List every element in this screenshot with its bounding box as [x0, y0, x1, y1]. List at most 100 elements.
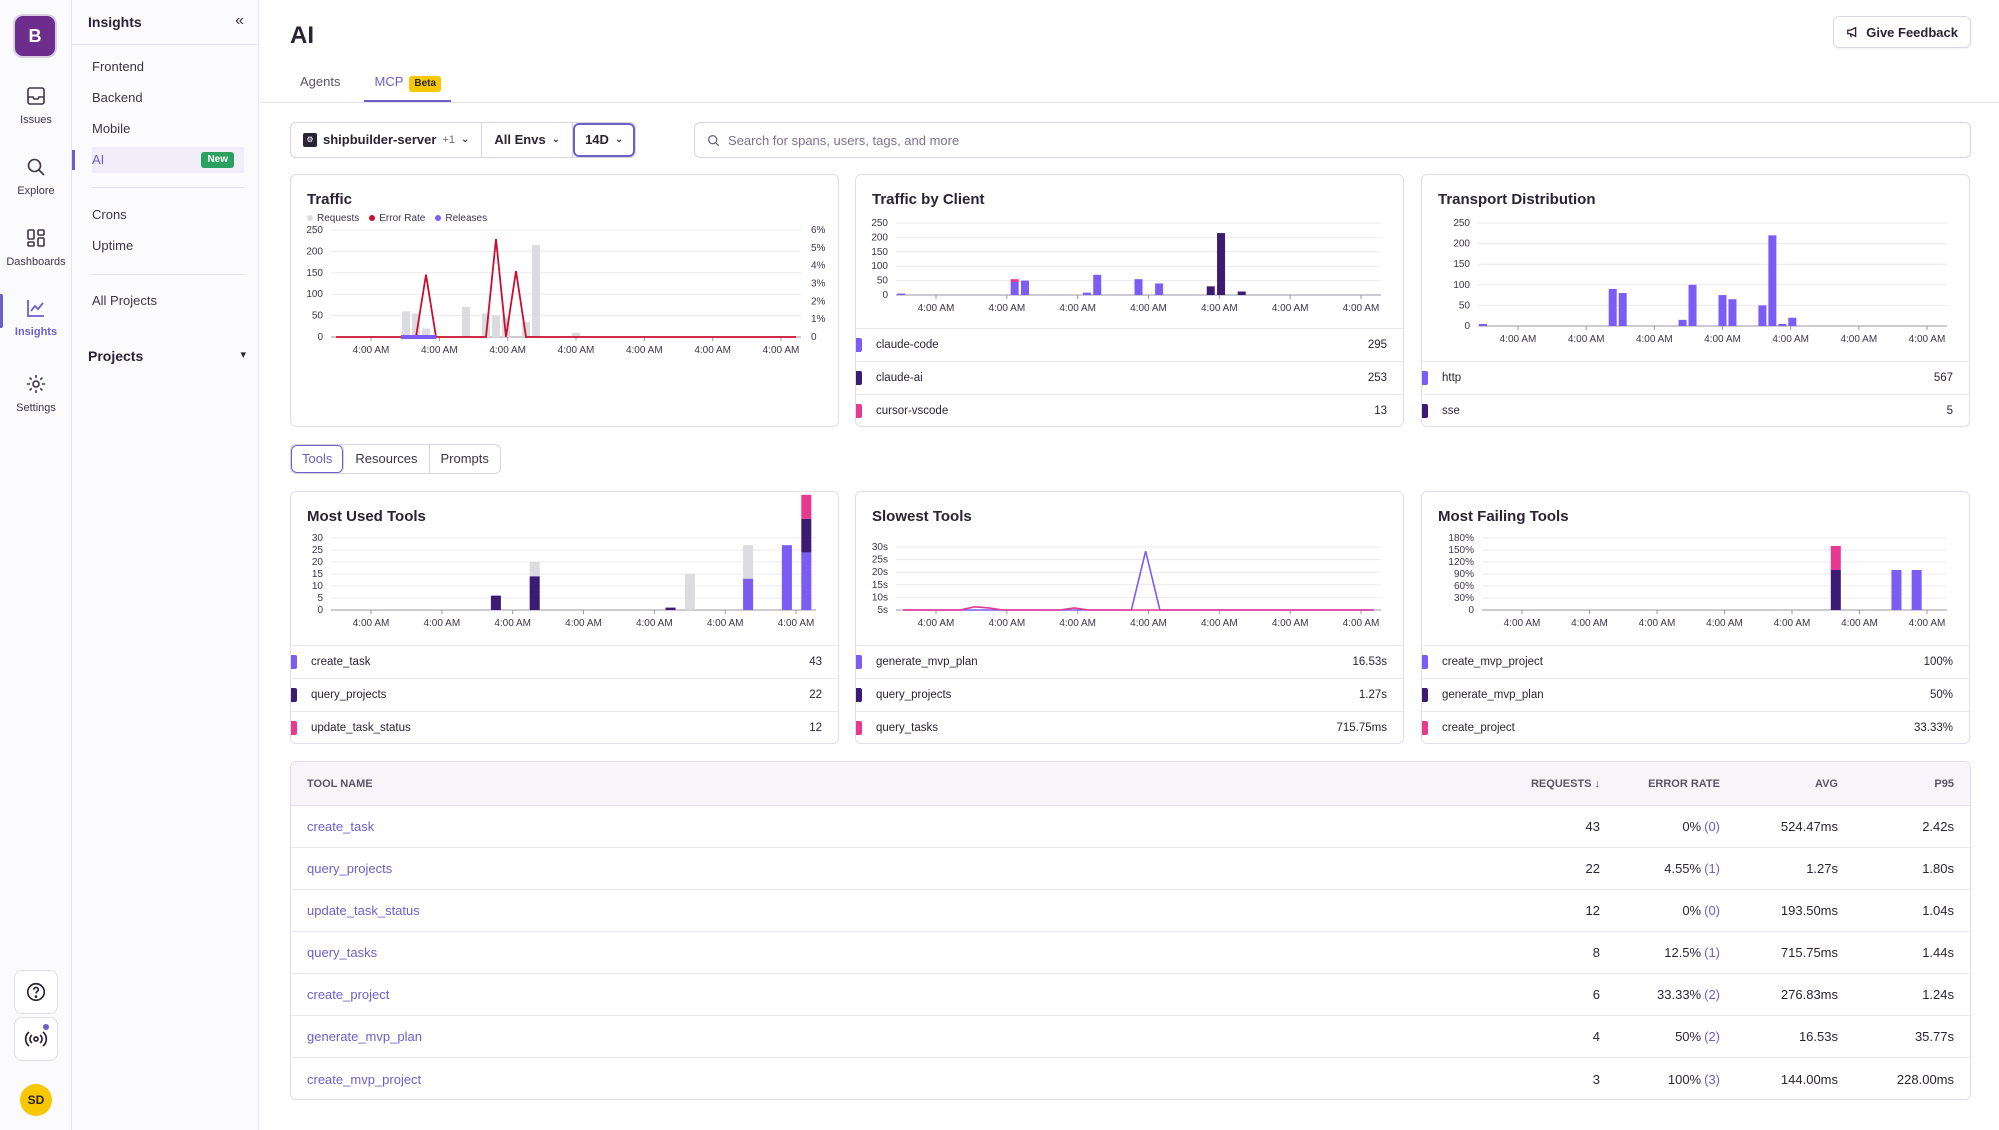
table-row[interactable]: create_task 43 0% (0) 524.47ms 2.42s — [291, 806, 1970, 848]
legend-row[interactable]: query_projects 1.27s — [856, 678, 1403, 711]
chart-bar[interactable] — [1728, 299, 1737, 326]
error-count-link[interactable]: (3) — [1704, 1071, 1720, 1087]
chart-bar[interactable] — [1082, 292, 1091, 295]
error-count-link[interactable]: (0) — [1704, 903, 1720, 918]
tool-name-link[interactable]: query_tasks — [307, 945, 378, 960]
search-input[interactable]: Search for spans, users, tags, and more — [694, 122, 1971, 158]
chart-bar[interactable] — [1778, 323, 1787, 326]
legend-row[interactable]: create_mvp_project 100% — [1422, 645, 1969, 678]
col-error-rate[interactable]: ERROR RATE — [1648, 777, 1720, 790]
col-avg[interactable]: AVG — [1814, 777, 1838, 790]
requests-bar[interactable] — [492, 315, 500, 337]
table-row[interactable]: generate_mvp_plan 4 50% (2) 16.53s 35.77s — [291, 1016, 1970, 1058]
chart-bar[interactable] — [1155, 283, 1164, 295]
error-count-link[interactable]: (2) — [1704, 987, 1720, 1002]
col-p95[interactable]: P95 — [1934, 777, 1954, 790]
error-count-link[interactable]: (0) — [1704, 819, 1720, 834]
env-selector[interactable]: All Envs ⌄ — [482, 123, 574, 157]
help-button[interactable] — [14, 970, 58, 1014]
requests-bar[interactable] — [532, 244, 540, 337]
requests-bar[interactable] — [572, 332, 580, 337]
chart-bar[interactable] — [1217, 233, 1226, 295]
legend-row[interactable]: generate_mvp_plan 16.53s — [856, 645, 1403, 678]
rail-item-explore[interactable]: Explore — [0, 155, 72, 197]
rail-item-dashboards[interactable]: Dashboards — [0, 226, 72, 268]
table-row[interactable]: query_tasks 8 12.5% (1) 715.75ms 1.44s — [291, 932, 1970, 974]
project-selector[interactable]: ⚙ shipbuilder-server +1 ⌄ — [291, 123, 483, 157]
chart-bar[interactable] — [1010, 279, 1019, 283]
seg-prompts[interactable]: Prompts — [440, 451, 489, 466]
chart-bar[interactable] — [1678, 319, 1687, 326]
chart-bar[interactable] — [1206, 286, 1215, 295]
chart-bar[interactable] — [1830, 570, 1841, 610]
subnav-item-crons[interactable]: Crons — [92, 207, 127, 222]
legend-row[interactable]: sse 5 — [1422, 394, 1969, 426]
requests-bar[interactable] — [412, 313, 420, 337]
subnav-item-frontend[interactable]: Frontend — [92, 59, 145, 74]
chart-bar[interactable] — [1010, 282, 1019, 295]
legend-row[interactable]: create_project 33.33% — [1422, 711, 1969, 743]
tool-name-link[interactable]: query_projects — [307, 861, 393, 876]
rail-item-issues[interactable]: Issues — [0, 84, 72, 126]
tool-name-link[interactable]: update_task_status — [307, 903, 420, 918]
legend-row[interactable]: claude-ai 253 — [856, 361, 1403, 394]
broadcast-button[interactable] — [14, 1017, 58, 1061]
legend-row[interactable]: query_projects 22 — [291, 678, 838, 711]
requests-bar[interactable] — [462, 307, 470, 337]
chart-bar[interactable] — [1020, 280, 1029, 295]
chart-bar[interactable] — [801, 518, 812, 553]
chart-bar[interactable] — [1718, 295, 1727, 326]
legend-row[interactable]: generate_mvp_plan 50% — [1422, 678, 1969, 711]
legend-row[interactable]: claude-code 295 — [856, 328, 1403, 361]
requests-bar[interactable] — [402, 311, 410, 337]
tool-name-link[interactable]: generate_mvp_plan — [307, 1029, 422, 1044]
chart-bar[interactable] — [1134, 279, 1143, 295]
chart-bar[interactable] — [1618, 293, 1627, 326]
subnav-item-uptime[interactable]: Uptime — [92, 238, 134, 253]
error-count-link[interactable]: (2) — [1704, 1029, 1720, 1044]
legend-row[interactable]: cursor-vscode 13 — [856, 394, 1403, 426]
collapse-sidebar-button[interactable]: « — [235, 12, 244, 29]
period-selector[interactable]: 14D ⌄ — [573, 123, 635, 157]
chart-bar[interactable] — [529, 576, 540, 610]
legend-row[interactable]: query_tasks 715.75ms — [856, 711, 1403, 743]
subnav-item-mobile[interactable]: Mobile — [92, 121, 131, 136]
chart-bar[interactable] — [801, 552, 812, 610]
seg-tools[interactable]: Tools — [291, 445, 345, 473]
give-feedback-button[interactable]: Give Feedback — [1833, 16, 1971, 48]
chart-bar[interactable] — [1891, 570, 1902, 610]
col-requests[interactable]: REQUESTS ↓ — [1530, 777, 1600, 790]
tab-agents[interactable]: Agents — [290, 68, 350, 102]
tool-name-link[interactable]: create_mvp_project — [307, 1071, 422, 1087]
tool-name-link[interactable]: create_project — [307, 987, 390, 1002]
user-avatar[interactable]: SD — [20, 1084, 52, 1116]
legend-row[interactable]: create_task 43 — [291, 645, 838, 678]
chart-bar[interactable] — [1830, 546, 1841, 570]
seg-resources[interactable]: Resources — [344, 445, 430, 473]
requests-bar[interactable] — [502, 317, 510, 337]
legend-row[interactable]: update_task_status 12 — [291, 711, 838, 743]
rail-item-settings[interactable]: Settings — [0, 372, 72, 414]
subnav-item-all-projects[interactable]: All Projects — [92, 293, 158, 308]
release-marker[interactable] — [401, 335, 436, 339]
error-count-link[interactable]: (1) — [1704, 945, 1720, 960]
chart-bar[interactable] — [665, 607, 676, 610]
chart-bar[interactable] — [1478, 323, 1487, 326]
table-row[interactable]: update_task_status 12 0% (0) 193.50ms 1.04s — [291, 890, 1970, 932]
subnav-item-ai[interactable]: AI New — [72, 147, 244, 173]
chart-bar[interactable] — [1237, 291, 1246, 295]
tool-name-link[interactable]: create_task — [307, 819, 375, 834]
chart-bar[interactable] — [1788, 317, 1797, 326]
col-tool-name[interactable]: TOOL NAME — [307, 777, 373, 790]
series-line[interactable] — [903, 606, 1374, 611]
legend-row[interactable]: http 567 — [1422, 361, 1969, 394]
tab-mcp[interactable]: MCP Beta — [364, 68, 452, 102]
table-row[interactable]: create_project 6 33.33% (2) 276.83ms 1.24s — [291, 974, 1970, 1016]
chart-bar[interactable] — [743, 578, 754, 610]
chart-bar[interactable] — [897, 293, 906, 295]
requests-bar[interactable] — [482, 313, 490, 337]
chart-bar[interactable] — [1608, 288, 1617, 326]
chart-bar[interactable] — [801, 494, 812, 519]
projects-toggle[interactable]: Projects ▾ — [88, 348, 246, 364]
requests-bar[interactable] — [522, 322, 530, 337]
